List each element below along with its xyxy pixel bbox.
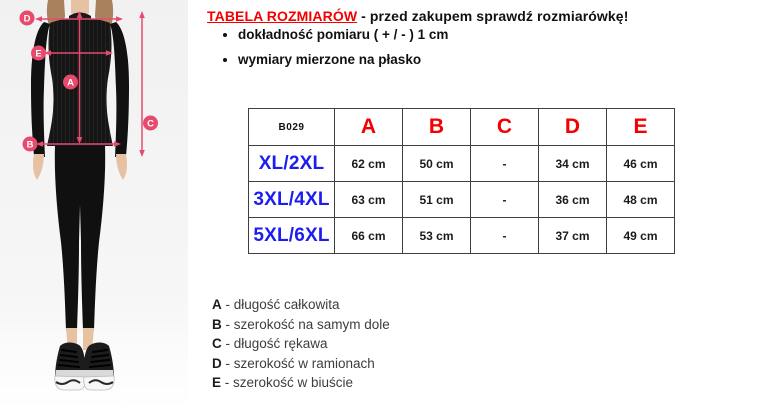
table-cell: - (470, 217, 539, 254)
measurement-lines (35, 11, 145, 157)
legend-description: szerokość w biuście (233, 375, 354, 391)
marker-b-letter: B (27, 139, 34, 150)
column-header-a: A (334, 108, 403, 146)
table-cell: - (470, 181, 539, 218)
table-cell: 49 cm (606, 217, 675, 254)
marker-c-letter: C (147, 118, 154, 129)
bullet-item: wymiary mierzone na płasko (238, 51, 448, 69)
page-title: TABELA ROZMIARÓW (207, 8, 358, 24)
legend-description: szerokość na samym dole (233, 316, 390, 332)
column-header-e: E (606, 108, 675, 146)
marker-a-letter: A (67, 77, 74, 88)
legend-description: długość rękawa (233, 336, 328, 352)
legend-item: C - długość rękawa (212, 336, 328, 352)
table-cell: 36 cm (538, 181, 607, 218)
column-header-d: D (538, 108, 607, 146)
size-label: 3XL/4XL (248, 181, 335, 218)
marker-d-letter: D (24, 13, 31, 24)
legend-item: A - długość całkowita (212, 297, 340, 312)
model-photo: D E A B C (0, 0, 188, 410)
table-cell: 46 cm (606, 145, 675, 182)
measurement-markers: D E A B C (19, 10, 158, 152)
model-leggings (54, 146, 80, 330)
measurement-legend: A - długość całkowita B - szerokość na s… (212, 295, 390, 393)
table-cell: 37 cm (538, 217, 607, 254)
table-cell: 34 cm (538, 145, 607, 182)
marker-b-badge: B (22, 136, 38, 152)
column-header-c: C (470, 108, 539, 146)
marker-c-badge: C (143, 115, 158, 131)
model-sleeve-right (110, 22, 129, 157)
table-cell: 48 cm (606, 181, 675, 218)
table-cell: 51 cm (402, 181, 471, 218)
size-table: B029 A B C D E XL/2XL 62 cm 50 cm - 34 c… (248, 108, 675, 254)
sneaker-right (82, 341, 116, 391)
table-cell: - (470, 145, 539, 182)
column-header-b: B (402, 108, 471, 146)
legend-description: długość całkowita (233, 297, 340, 312)
header-bullets: dokładność pomiaru ( + / - ) 1 cm wymiar… (224, 26, 448, 76)
size-label: 5XL/6XL (248, 217, 335, 254)
legend-item: B - szerokość na samym dole (212, 316, 390, 332)
table-row: 5XL/6XL 66 cm 53 cm - 37 cm 49 cm (248, 217, 675, 254)
bullet-item: dokładność pomiaru ( + / - ) 1 cm (238, 26, 448, 44)
product-code: B029 (248, 108, 335, 146)
table-cell: 66 cm (334, 217, 403, 254)
size-label: XL/2XL (248, 145, 335, 182)
table-cell: 53 cm (402, 217, 471, 254)
model-neck (71, 0, 89, 16)
legend-item: E - szerokość w biuście (212, 375, 354, 391)
table-cell: 50 cm (402, 145, 471, 182)
legend-description: szerokość w ramionach (233, 355, 375, 371)
size-table-header-row: B029 A B C D E (248, 108, 675, 146)
table-cell: 62 cm (334, 145, 403, 182)
marker-d-badge: D (19, 10, 35, 26)
sneaker-left (53, 341, 87, 391)
page-subtitle: - przed zakupem sprawdź rozmiarówkę! (357, 8, 629, 24)
table-row: XL/2XL 62 cm 50 cm - 34 cm 46 cm (248, 145, 675, 182)
marker-e-badge: E (31, 45, 46, 61)
table-cell: 63 cm (334, 181, 403, 218)
legend-item: D - szerokość w ramionach (212, 355, 375, 371)
marker-e-letter: E (35, 48, 41, 59)
marker-a-badge: A (63, 74, 78, 90)
header: TABELA ROZMIARÓW - przed zakupem sprawdź… (207, 8, 628, 24)
table-row: 3XL/4XL 63 cm 51 cm - 36 cm 48 cm (248, 181, 675, 218)
